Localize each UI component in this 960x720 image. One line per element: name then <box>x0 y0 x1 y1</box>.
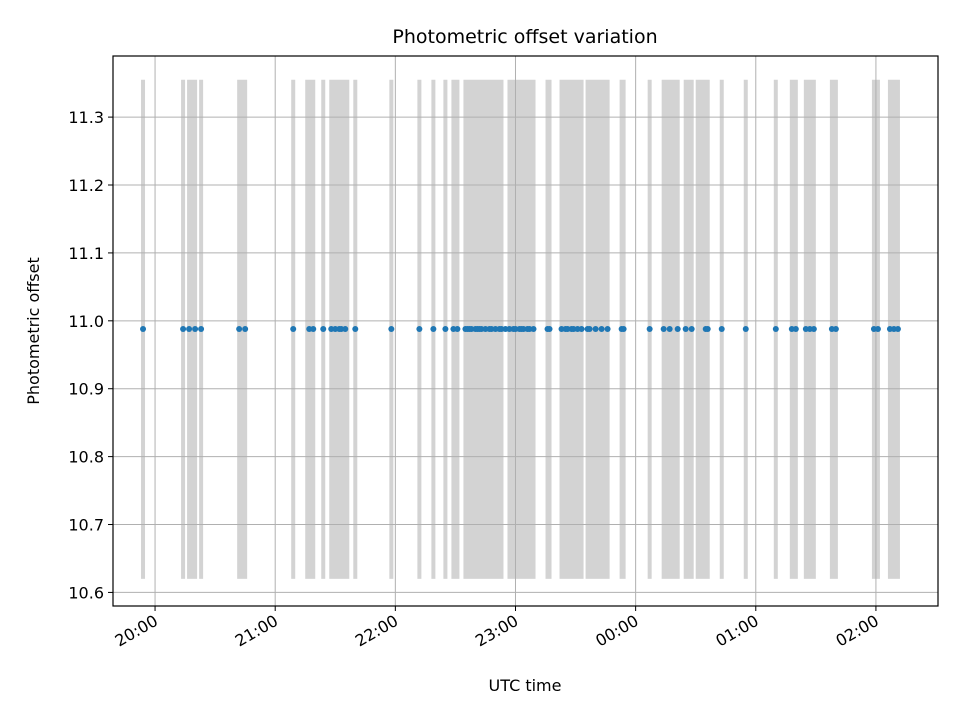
data-point <box>416 325 423 332</box>
data-point <box>352 325 359 332</box>
data-point <box>666 325 673 332</box>
data-point <box>660 325 667 332</box>
data-point <box>772 325 779 332</box>
data-point <box>874 325 881 332</box>
y-tick-label: 11.3 <box>68 108 104 127</box>
y-tick-label: 10.8 <box>68 448 104 467</box>
data-point <box>832 325 839 332</box>
data-point <box>430 325 437 332</box>
data-point <box>742 325 749 332</box>
coverage-band <box>695 79 710 579</box>
data-point <box>530 325 537 332</box>
data-point <box>310 325 317 332</box>
data-point <box>688 325 695 332</box>
data-point <box>290 325 297 332</box>
data-point <box>704 325 711 332</box>
data-point <box>674 325 681 332</box>
coverage-band <box>237 79 248 579</box>
data-point <box>342 325 349 332</box>
chart-title: Photometric offset variation <box>392 26 657 48</box>
data-point <box>236 325 243 332</box>
x-axis-label: UTC time <box>489 676 562 695</box>
y-axis-label: Photometric offset <box>24 257 43 405</box>
data-point <box>180 325 187 332</box>
data-point <box>586 325 593 332</box>
coverage-band <box>187 79 198 579</box>
plot-frame <box>112 55 939 607</box>
data-point <box>320 325 327 332</box>
data-point <box>186 325 193 332</box>
data-point <box>682 325 689 332</box>
data-point <box>598 325 605 332</box>
y-tick-label: 11.2 <box>68 176 104 195</box>
data-point <box>546 325 553 332</box>
data-point <box>646 325 653 332</box>
data-point <box>192 325 199 332</box>
data-point <box>592 325 599 332</box>
y-tick-label: 10.9 <box>68 380 104 399</box>
data-point <box>454 325 461 332</box>
data-point <box>792 325 799 332</box>
data-point <box>718 325 725 332</box>
data-point <box>620 325 627 332</box>
data-point <box>140 325 147 332</box>
data-point <box>894 325 901 332</box>
points-layer <box>140 325 901 332</box>
y-tick-label: 10.6 <box>68 583 104 602</box>
y-tick-label: 11.0 <box>68 312 104 331</box>
data-point <box>388 325 395 332</box>
data-point <box>242 325 249 332</box>
coverage-band <box>683 79 694 579</box>
data-point <box>442 325 449 332</box>
data-point <box>578 325 585 332</box>
y-tick-label: 11.1 <box>68 244 104 263</box>
data-point <box>810 325 817 332</box>
data-point <box>604 325 611 332</box>
data-point <box>198 325 205 332</box>
y-tick-label: 10.7 <box>68 516 104 535</box>
